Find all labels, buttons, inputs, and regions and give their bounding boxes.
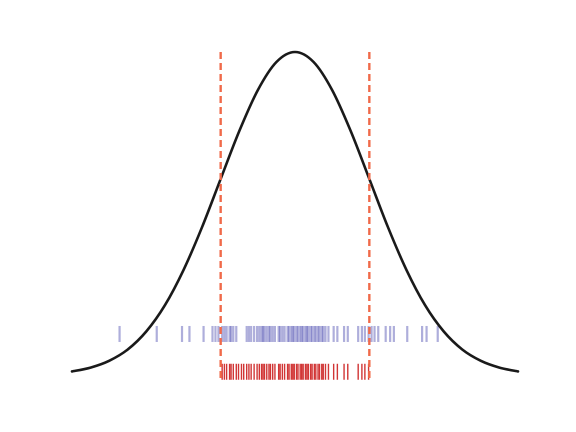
density-curve — [70, 50, 520, 373]
rug-all-samples — [118, 325, 439, 342]
density-curve-group — [70, 50, 520, 373]
rug-within-bounds — [221, 363, 370, 380]
